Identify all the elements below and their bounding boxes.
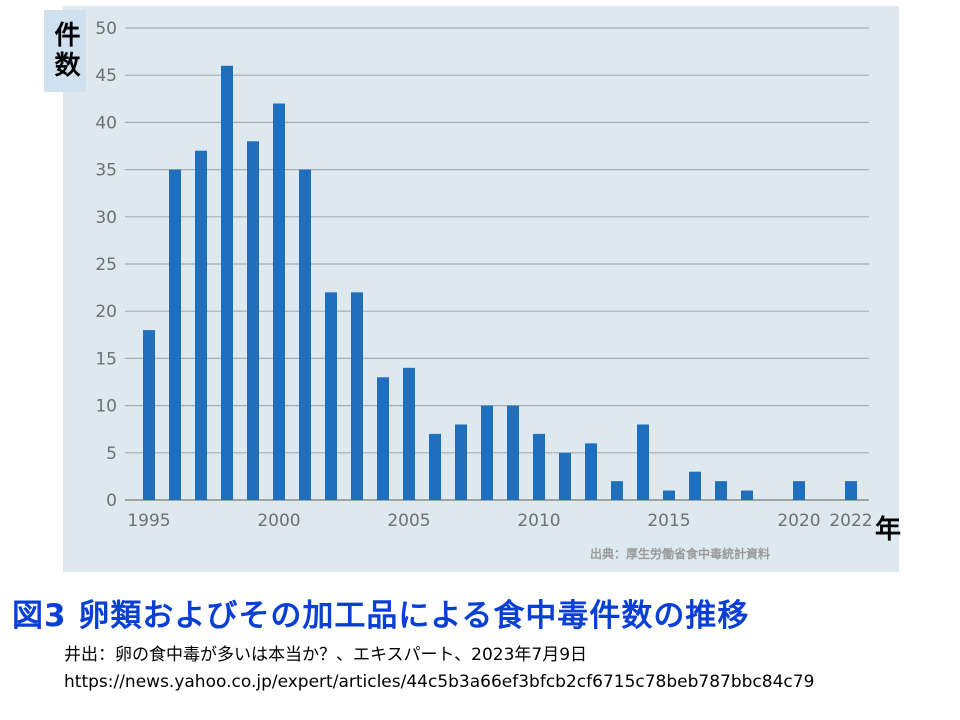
x-tick-label: 2010 xyxy=(517,511,560,531)
bar xyxy=(351,292,363,500)
bar xyxy=(637,424,649,500)
bar xyxy=(533,433,545,500)
bar xyxy=(299,169,311,500)
x-tick-label: 2020 xyxy=(777,511,820,531)
bar xyxy=(741,490,753,500)
bar xyxy=(195,150,207,500)
x-tick-label: 2000 xyxy=(257,511,300,531)
bar xyxy=(845,481,857,500)
y-tick-label: 15 xyxy=(95,349,117,369)
x-axis-label: 年 xyxy=(875,515,902,545)
bar xyxy=(377,377,389,500)
y-tick-label: 35 xyxy=(95,161,117,181)
citation: 井出：卵の食中毒が多いは本当か？、エキスパート、2023年7月9日 xyxy=(64,645,588,665)
bar xyxy=(273,103,285,501)
chart-source: 出典：厚生労働省食中毒統計資料 xyxy=(590,547,771,561)
bar xyxy=(325,292,337,500)
bar xyxy=(663,490,675,500)
bar xyxy=(611,481,623,500)
y-tick-label: 0 xyxy=(106,491,117,511)
chart-panel: 0 5 10 15 20 25 30 35 40 45 50 1995 2000 2005 2010 2015… xyxy=(63,6,899,572)
figure-title: 図3 卵類およびその加工品による食中毒件数の推移 xyxy=(12,598,750,634)
y-tick-label: 5 xyxy=(106,444,117,464)
bar xyxy=(793,481,805,500)
bar xyxy=(455,424,467,500)
bar-chart: 0 5 10 15 20 25 30 35 40 45 50 1995 2000 2005 2010 2015… xyxy=(95,19,872,531)
y-tick-label: 40 xyxy=(95,113,117,133)
y-tick-label: 50 xyxy=(95,19,117,39)
x-tick-label: 2022 xyxy=(829,511,872,531)
source-url: https://news.yahoo.co.jp/expert/articles… xyxy=(64,672,815,692)
x-tick-label: 2015 xyxy=(647,511,690,531)
y-axis-label: 件数 xyxy=(50,21,80,81)
y-tick-label: 45 xyxy=(95,66,117,86)
bar xyxy=(585,443,597,500)
y-tick-label: 25 xyxy=(95,255,117,275)
x-tick-label: 1995 xyxy=(127,511,170,531)
bar xyxy=(403,367,415,500)
bar xyxy=(715,481,727,500)
y-tick-label: 10 xyxy=(95,397,117,417)
bar xyxy=(559,452,571,500)
bar xyxy=(429,433,441,500)
bar xyxy=(689,471,701,500)
bar xyxy=(169,169,181,500)
x-tick-label: 2005 xyxy=(387,511,430,531)
bar xyxy=(221,65,233,500)
bar xyxy=(507,405,519,500)
y-tick-label: 30 xyxy=(95,208,117,228)
y-axis-label-box: 件数 xyxy=(44,10,86,92)
bar xyxy=(481,405,493,500)
bar xyxy=(143,330,155,500)
bar xyxy=(247,141,259,500)
y-tick-label: 20 xyxy=(95,302,117,322)
